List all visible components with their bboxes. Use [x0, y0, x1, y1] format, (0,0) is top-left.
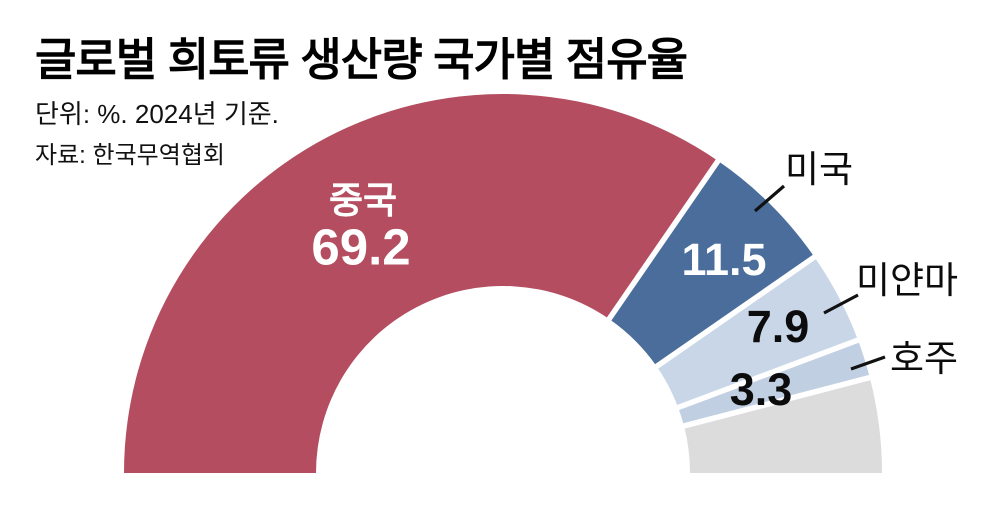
- source-note: 자료: 한국무역협회: [35, 142, 225, 169]
- wedge-australia: [678, 340, 870, 426]
- australia-wedge-value: 3.3: [729, 364, 793, 415]
- usa-callout-label: 미국: [784, 149, 854, 190]
- myanmar-wedge-value: 7.9: [746, 301, 810, 352]
- wedge-usa: [609, 160, 815, 367]
- wedge-china: [124, 94, 718, 473]
- page-title: 글로벌 희토류 생산량 국가별 점유율: [35, 34, 688, 85]
- usa-wedge-value: 11.5: [681, 234, 767, 285]
- unit-note: 단위: %. 2024년 기준.: [35, 99, 279, 129]
- leader-lines: [753, 184, 886, 371]
- usa-leader-line: [753, 184, 786, 213]
- divider-after-australia: [676, 374, 874, 431]
- australia-leader-line: [850, 355, 886, 371]
- myanmar-leader-line: [823, 293, 859, 315]
- divider-after-china: [602, 156, 722, 327]
- wedge-others: [684, 377, 882, 473]
- wedge-dividers: [602, 156, 874, 431]
- australia-callout-label: 호주: [889, 338, 959, 379]
- myanmar-callout-label: 미얀마: [855, 260, 959, 301]
- divider-after-usa: [649, 253, 819, 373]
- donut-wedges: [124, 94, 882, 473]
- divider-after-myanmar: [670, 336, 862, 413]
- china-wedge-label: 중국: [328, 180, 398, 221]
- china-wedge-value: 69.2: [311, 218, 411, 276]
- wedge-myanmar: [656, 257, 858, 408]
